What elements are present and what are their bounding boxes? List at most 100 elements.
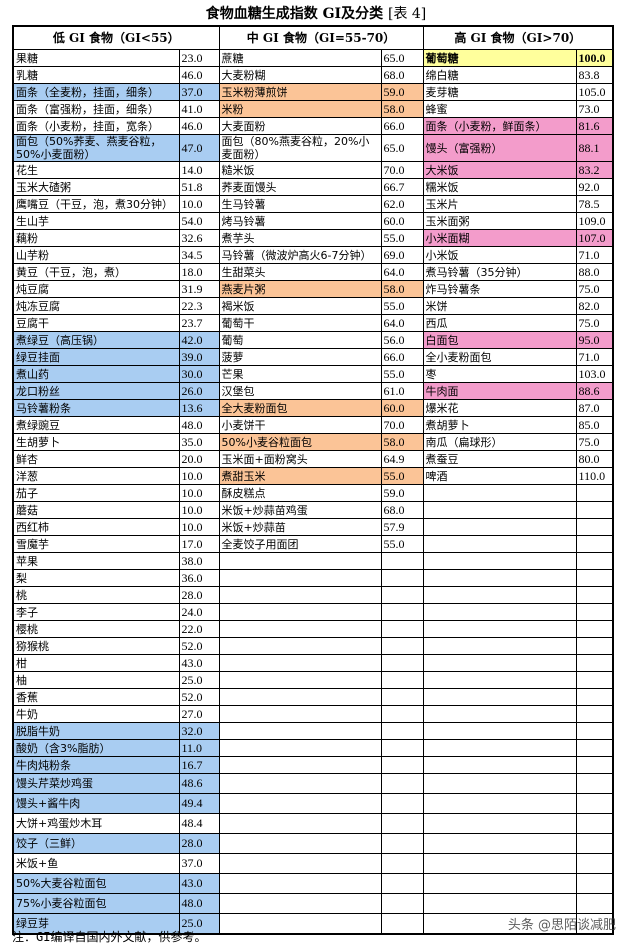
high-gi-food: 小米面糊 xyxy=(422,229,577,247)
high-gi-value xyxy=(575,793,614,814)
mid-gi-food: 蔗糖 xyxy=(218,49,382,67)
high-gi-food xyxy=(422,893,577,914)
mid-gi-value xyxy=(380,793,424,814)
mid-gi-food: 酥皮糕点 xyxy=(218,484,382,502)
page-title: 食物血糖生成指数 GI及分类 [表 4] xyxy=(0,3,632,23)
low-gi-food: 绿豆芽 xyxy=(12,913,180,935)
low-gi-food: 馒头芹菜炒鸡蛋 xyxy=(12,773,180,794)
high-gi-food xyxy=(422,773,577,794)
table-row: 鹰嘴豆（干豆，泡，煮30分钟） 10.0 生马铃薯 62.0 玉米片 78.5 xyxy=(12,195,614,213)
high-gi-food xyxy=(422,671,577,689)
high-gi-food: 全小麦粉面包 xyxy=(422,348,577,366)
mid-gi-food xyxy=(218,913,382,935)
watermark: 头条 @思陌谈减肥 xyxy=(507,918,616,933)
table-row: 龙口粉丝 26.0 汉堡包 61.0 牛肉面 88.6 xyxy=(12,382,614,400)
high-gi-food xyxy=(422,853,577,874)
mid-gi-food xyxy=(218,793,382,814)
high-gi-food xyxy=(422,722,577,740)
high-gi-food xyxy=(422,484,577,502)
low-gi-food: 牛奶 xyxy=(12,705,180,723)
low-gi-value: 26.0 xyxy=(178,382,220,400)
low-gi-value: 42.0 xyxy=(178,331,220,349)
mid-gi-value: 58.0 xyxy=(380,433,424,451)
low-gi-value: 23.0 xyxy=(178,49,220,67)
high-gi-value: 75.0 xyxy=(575,280,614,298)
mid-gi-value: 55.0 xyxy=(380,297,424,315)
mid-gi-value xyxy=(380,773,424,794)
low-gi-food: 馒头+酱牛肉 xyxy=(12,793,180,814)
table-row: 煮绿豆（高压锅） 42.0 葡萄 56.0 白面包 95.0 xyxy=(12,331,614,349)
table-row: 果糖 23.0 蔗糖 65.0 葡萄糖 100.0 xyxy=(12,49,614,67)
mid-gi-food: 大麦粉糊 xyxy=(218,66,382,84)
low-gi-value: 48.6 xyxy=(178,773,220,794)
mid-gi-food xyxy=(218,722,382,740)
high-gi-value: 109.0 xyxy=(575,212,614,230)
table-row: 面条（小麦粉，挂面，宽条） 46.0 大麦面粉 66.0 面条（小麦粉，鲜面条） 81.6 xyxy=(12,117,614,135)
low-gi-value: 36.0 xyxy=(178,569,220,587)
table-row: 马铃薯粉条 13.6 全大麦粉面包 60.0 爆米花 87.0 xyxy=(12,399,614,417)
header-low-gi: 低 GI 食物（GI<55） xyxy=(12,25,220,50)
low-gi-value: 52.0 xyxy=(178,637,220,655)
low-gi-value: 10.0 xyxy=(178,518,220,536)
mid-gi-food: 玉米粉薄煎饼 xyxy=(218,83,382,101)
low-gi-value: 10.0 xyxy=(178,467,220,485)
low-gi-value: 14.0 xyxy=(178,161,220,179)
low-gi-value: 28.0 xyxy=(178,586,220,604)
table-row: 香蕉 52.0 xyxy=(12,688,614,706)
table-row: 生胡萝卜 35.0 50%小麦谷粒面包 58.0 南瓜（扁球形） 75.0 xyxy=(12,433,614,451)
high-gi-food: 米饼 xyxy=(422,297,577,315)
low-gi-food: 大饼+鸡蛋炒木耳 xyxy=(12,813,180,834)
mid-gi-food: 米饭+炒蒜苗鸡蛋 xyxy=(218,501,382,519)
low-gi-food: 脱脂牛奶 xyxy=(12,722,180,740)
mid-gi-food xyxy=(218,586,382,604)
table-row: 山芋粉 34.5 马铃薯（微波炉高火6-7分钟） 69.0 小米饭 71.0 xyxy=(12,246,614,264)
mid-gi-food xyxy=(218,873,382,894)
high-gi-value xyxy=(575,620,614,638)
high-gi-food: 炸马铃薯条 xyxy=(422,280,577,298)
low-gi-food: 洋葱 xyxy=(12,467,180,485)
low-gi-value: 47.0 xyxy=(178,134,220,162)
table-row: 鲜杏 20.0 玉米面+面粉窝头 64.9 煮蚕豆 80.0 xyxy=(12,450,614,468)
low-gi-food: 乳糖 xyxy=(12,66,180,84)
mid-gi-food: 燕麦片粥 xyxy=(218,280,382,298)
mid-gi-food xyxy=(218,569,382,587)
table-row: 米饭+鱼 37.0 xyxy=(12,853,614,874)
table-row: 绿豆挂面 39.0 菠萝 66.0 全小麦粉面包 71.0 xyxy=(12,348,614,366)
low-gi-value: 30.0 xyxy=(178,365,220,383)
low-gi-value: 32.0 xyxy=(178,722,220,740)
mid-gi-value xyxy=(380,620,424,638)
mid-gi-food xyxy=(218,620,382,638)
mid-gi-value xyxy=(380,873,424,894)
low-gi-food: 桃 xyxy=(12,586,180,604)
low-gi-food: 柚 xyxy=(12,671,180,689)
low-gi-food: 酸奶（含3%脂肪） xyxy=(12,739,180,757)
low-gi-value: 43.0 xyxy=(178,873,220,894)
mid-gi-food xyxy=(218,705,382,723)
table-row: 西红柿 10.0 米饭+炒蒜苗 57.9 xyxy=(12,518,614,536)
low-gi-food: 煮山药 xyxy=(12,365,180,383)
high-gi-value xyxy=(575,833,614,854)
mid-gi-value: 55.0 xyxy=(380,365,424,383)
mid-gi-food: 葡萄干 xyxy=(218,314,382,332)
high-gi-value: 92.0 xyxy=(575,178,614,196)
high-gi-value xyxy=(575,739,614,757)
high-gi-food xyxy=(422,833,577,854)
low-gi-value: 48.0 xyxy=(178,893,220,914)
low-gi-value: 38.0 xyxy=(178,552,220,570)
high-gi-food: 白面包 xyxy=(422,331,577,349)
mid-gi-value: 64.0 xyxy=(380,314,424,332)
low-gi-food: 生山芋 xyxy=(12,212,180,230)
mid-gi-food xyxy=(218,773,382,794)
mid-gi-value: 59.0 xyxy=(380,83,424,101)
high-gi-value: 88.6 xyxy=(575,382,614,400)
high-gi-value: 107.0 xyxy=(575,229,614,247)
low-gi-value: 31.9 xyxy=(178,280,220,298)
mid-gi-value: 59.0 xyxy=(380,484,424,502)
high-gi-value xyxy=(575,773,614,794)
mid-gi-food: 全大麦粉面包 xyxy=(218,399,382,417)
table-row: 梨 36.0 xyxy=(12,569,614,587)
mid-gi-food xyxy=(218,813,382,834)
header-high-gi: 高 GI 食物（GI>70） xyxy=(422,25,614,50)
high-gi-food xyxy=(422,620,577,638)
mid-gi-food xyxy=(218,893,382,914)
